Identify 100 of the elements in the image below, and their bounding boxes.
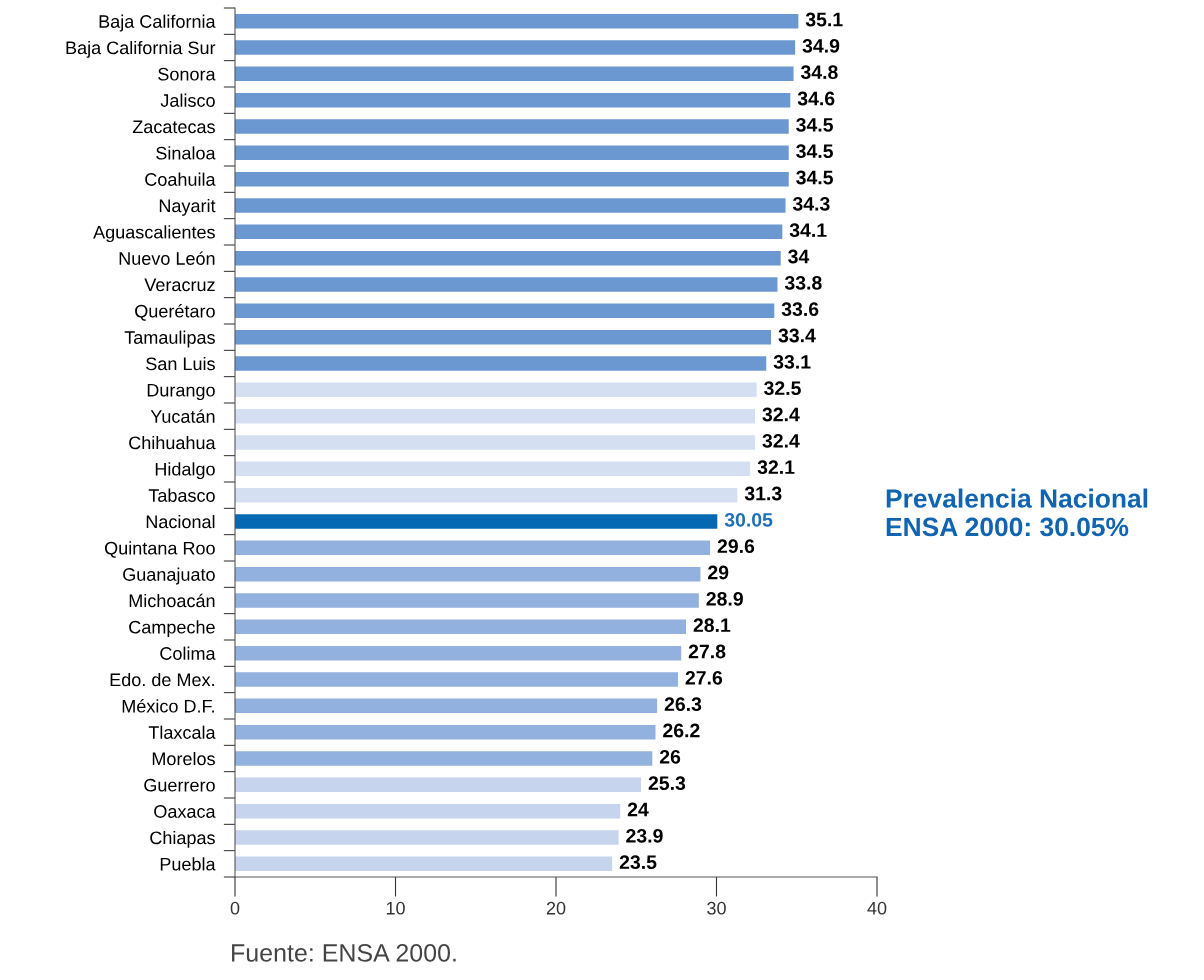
data-label: 32.4 — [762, 407, 800, 422]
data-label: 31.3 — [744, 486, 782, 501]
bar — [235, 645, 682, 661]
y-tick-label: Yucatán — [150, 409, 215, 423]
y-tick-label: Querétaro — [135, 304, 215, 321]
y-tick-label: Sonora — [158, 67, 216, 81]
y-tick-label: Coahuila — [145, 172, 216, 186]
y-tick-label: Baja California Sur — [66, 40, 216, 58]
data-label: 34.6 — [797, 91, 835, 106]
data-label: 34.3 — [792, 196, 830, 211]
data-label: 32.5 — [764, 381, 801, 396]
y-tick-label: Durango — [147, 383, 215, 401]
y-tick-label: Baja California — [99, 14, 216, 32]
bar — [235, 803, 621, 819]
data-label: 26.2 — [663, 723, 700, 738]
data-label: 25.3 — [648, 776, 686, 791]
data-label: 34.5 — [796, 144, 833, 159]
y-tick-label: Nacional — [146, 514, 215, 529]
bar — [235, 356, 767, 371]
bar — [235, 92, 791, 108]
bar — [235, 13, 799, 29]
bar — [235, 619, 686, 635]
y-tick-label: Michoacán — [129, 593, 215, 608]
bar — [235, 198, 786, 213]
data-label: 32.1 — [757, 460, 795, 475]
data-label: 29 — [708, 565, 729, 580]
data-label: 32.4 — [762, 433, 800, 448]
y-tick-label: Tlaxcala — [148, 725, 216, 739]
y-tick-label: Aguascalientes — [93, 225, 215, 243]
data-label: 28.9 — [706, 591, 743, 606]
y-tick-label: Jalisco — [160, 93, 215, 107]
bar — [235, 382, 757, 398]
y-tick-label: San Luis — [146, 356, 215, 371]
data-label: 33.8 — [784, 275, 822, 290]
source-note: Fuente: ENSA 2000. — [232, 944, 456, 962]
bar — [235, 435, 756, 450]
x-tick-label: 20 — [546, 901, 566, 915]
bar — [235, 461, 751, 477]
y-tick-label: Sinaloa — [156, 146, 216, 160]
bar — [235, 303, 775, 319]
y-tick-label: Chihuahua — [129, 435, 216, 450]
bar — [235, 751, 653, 766]
bar — [235, 277, 778, 292]
y-tick-label: Zacatecas — [132, 120, 215, 134]
x-tick-label: 0 — [230, 901, 240, 915]
bar — [235, 40, 796, 55]
bar — [235, 672, 678, 687]
y-tick-label: Nuevo León — [119, 251, 215, 265]
bar — [235, 487, 738, 503]
data-label: 28.1 — [693, 618, 731, 633]
y-tick-label: Puebla — [160, 857, 216, 871]
data-label: 35.1 — [805, 12, 843, 27]
data-label: 23.9 — [626, 828, 663, 843]
data-label: 34.5 — [796, 170, 833, 185]
bar — [235, 66, 794, 82]
bar — [235, 171, 789, 187]
y-tick-label: Veracruz — [144, 278, 215, 292]
bar — [235, 329, 772, 345]
data-label: 34.1 — [789, 223, 827, 238]
text: Prevalencia Nacional ENSA 2000: 30.05% — [886, 488, 1148, 537]
bar — [235, 250, 781, 266]
data-label: 33.6 — [781, 302, 819, 317]
data-label: 27.6 — [685, 670, 723, 685]
data-label: 34 — [788, 249, 810, 264]
data-label: 27.8 — [688, 644, 726, 659]
y-tick-label: Nayarit — [159, 198, 216, 216]
bar — [235, 514, 718, 529]
data-label: 34.8 — [800, 65, 838, 80]
y-tick-label: Guanajuato — [123, 567, 215, 585]
bar — [235, 145, 789, 161]
y-tick-label: Hidalgo — [155, 462, 215, 480]
y-tick-label: Edo. de Mex. — [110, 672, 214, 687]
data-label: 34.9 — [802, 38, 840, 53]
data-label: 33.1 — [773, 354, 811, 369]
x-tick-label: 40 — [867, 901, 887, 915]
data-label: 23.5 — [619, 855, 657, 870]
bar — [235, 698, 658, 714]
data-label: 34.5 — [796, 117, 833, 132]
data-label: 33.4 — [778, 328, 816, 343]
y-tick-label: Campeche — [129, 620, 215, 638]
data-label: 26 — [659, 749, 681, 764]
x-tick-label: 30 — [707, 901, 726, 915]
data-label: 26.3 — [664, 697, 702, 712]
bar — [235, 856, 613, 872]
x-tick-label: 10 — [386, 901, 405, 915]
y-tick-label: Quintana Roo — [105, 541, 215, 558]
data-label: 29.6 — [717, 539, 755, 554]
bar — [235, 777, 642, 793]
y-tick-label: Oaxaca — [154, 805, 216, 818]
data-label: 24 — [627, 802, 649, 817]
y-tick-label: México D.F. — [122, 699, 214, 713]
bar — [235, 540, 711, 556]
y-tick-label: Tabasco — [148, 488, 215, 502]
bar — [235, 724, 656, 740]
y-tick-label: Guerrero — [144, 778, 215, 792]
bar — [235, 408, 756, 424]
data-label: 30.05 — [724, 512, 773, 527]
bar — [235, 566, 701, 582]
y-tick-label: Colima — [160, 646, 216, 660]
y-tick-label: Morelos — [152, 751, 215, 766]
